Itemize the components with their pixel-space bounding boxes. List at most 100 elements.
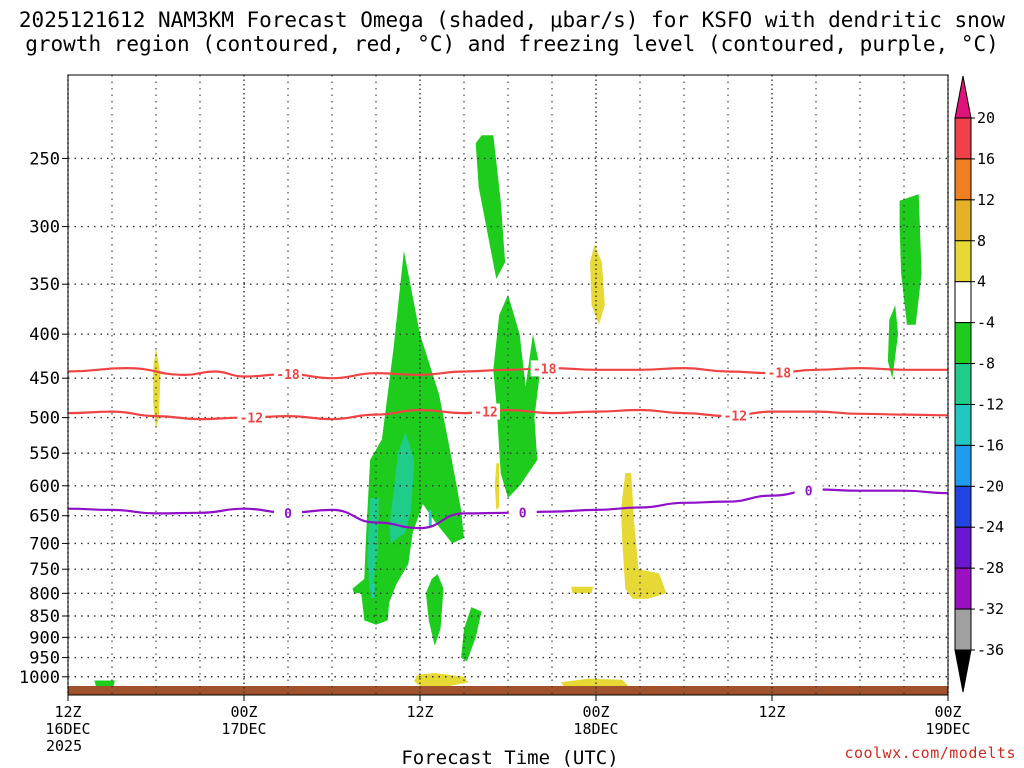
contour-line--12C — [67, 408, 949, 421]
colorbar-label-12: -32 — [977, 600, 1004, 618]
colorbar-bin-12-16 — [954, 158, 972, 201]
y-tick-label-800: 800 — [29, 584, 60, 604]
contour-lines: -18 -18 -18 -12 -12 -12 0 0 0 — [67, 360, 949, 530]
colorbar-over-arrow — [954, 75, 972, 119]
colorbar-label-0: 20 — [977, 109, 995, 127]
colorbar-label-2: 12 — [977, 191, 995, 209]
omega-region-yellow-upper — [590, 244, 605, 325]
x-tick-label-48-line1: 12Z — [758, 703, 785, 721]
contour-label-bg--12C-0 — [237, 409, 266, 426]
colorbar-bin-4-8 — [954, 240, 972, 283]
x-tick-label-0-line1: 12Z — [54, 703, 81, 721]
y-axis-ticks: 2503003504004505005506006507007508008509… — [19, 149, 68, 688]
colorbar-label-9: -20 — [977, 477, 1004, 495]
contour-label--18C-1: -18 — [533, 362, 557, 377]
contour-label-bg-0C-2 — [794, 482, 823, 499]
x-axis-label: Forecast Time (UTC) — [401, 747, 618, 768]
colorbar-label-11: -28 — [977, 559, 1004, 577]
contour-label-0C-2: 0 — [805, 485, 813, 500]
omega-region-green-middle — [493, 294, 541, 498]
colorbar-bin--8--4 — [954, 322, 972, 365]
x-tick-label-12-line2: 17DEC — [221, 720, 266, 738]
x-tick-label-60-line2: 19DEC — [925, 720, 970, 738]
colorbar-bin--16--12 — [954, 403, 972, 446]
x-tick-label-0-line3: 2025 — [46, 737, 82, 755]
contour-label-bg--12C-1 — [472, 403, 500, 420]
contour-label-bg--18C-2 — [765, 364, 794, 381]
omega-region-green-low-2 — [461, 607, 482, 662]
colorbar-bin-16-20 — [954, 117, 972, 160]
x-tick-label-24-line1: 12Z — [406, 703, 433, 721]
omega-region-green-top-center — [475, 135, 506, 279]
plot-frame — [67, 74, 949, 696]
colorbar-bin-8-12 — [954, 199, 972, 242]
colorbar-bin--32--28 — [954, 567, 972, 610]
y-tick-label-850: 850 — [29, 607, 60, 627]
omega-region-yellow-thin — [494, 463, 500, 510]
x-tick-label-12-line1: 00Z — [230, 703, 257, 721]
chart-title-line1: 2025121612 NAM3KM Forecast Omega (shaded… — [18, 8, 1006, 32]
contour-label--12C-0: -12 — [240, 411, 263, 426]
omega-region-yellow-right — [620, 473, 667, 599]
colorbar-label-8: -16 — [977, 436, 1004, 454]
colorbar-bin--4-4 — [954, 281, 972, 324]
omega-region-green-right-lower — [887, 305, 899, 379]
y-tick-label-900: 900 — [29, 628, 60, 648]
credit-url[interactable]: coolwx.com/modelts — [844, 744, 1016, 762]
contour-label--12C-2: -12 — [724, 409, 747, 424]
y-tick-label-600: 600 — [29, 477, 60, 497]
colorbar-label-4: 4 — [977, 273, 986, 291]
colorbar-bin--36--32 — [954, 608, 972, 651]
omega-region-yellow-surface-2 — [560, 678, 629, 686]
y-tick-label-300: 300 — [29, 218, 60, 238]
y-tick-label-500: 500 — [29, 409, 60, 429]
colorbar-bin--20--16 — [954, 444, 972, 487]
colorbar-label-7: -12 — [977, 395, 1004, 413]
colorbar-bin--12--8 — [954, 363, 972, 405]
omega-region-teal-core — [389, 432, 415, 544]
contour-label--12C-1: -12 — [474, 406, 497, 421]
x-tick-label-0-line2: 16DEC — [45, 720, 90, 738]
colorbar-label-3: 8 — [977, 232, 986, 250]
contour-label-0C-0: 0 — [284, 507, 292, 522]
omega-region-yellow-left — [153, 347, 161, 429]
omega-shading — [94, 135, 922, 686]
omega-region-green-big-left — [352, 250, 464, 625]
contour-label-bg--12C-2 — [721, 407, 750, 424]
omega-region-green-low-1 — [425, 574, 444, 646]
y-tick-label-550: 550 — [29, 444, 60, 464]
omega-region-green-right-upper — [899, 194, 922, 325]
y-tick-label-450: 450 — [29, 369, 60, 389]
x-tick-label-36-line2: 18DEC — [573, 720, 618, 738]
y-tick-label-700: 700 — [29, 534, 60, 554]
omega-region-green-surface — [94, 680, 115, 686]
contour-line--18C — [67, 366, 948, 380]
y-tick-label-650: 650 — [29, 507, 60, 527]
y-tick-label-250: 250 — [29, 149, 60, 169]
chart-title-line2: growth region (contoured, red, °C) and f… — [25, 32, 999, 56]
y-tick-label-950: 950 — [29, 649, 60, 669]
omega-region-cyan-spot-1 — [371, 583, 375, 598]
y-tick-label-750: 750 — [29, 560, 60, 580]
contour-label-bg-0C-1 — [508, 504, 537, 521]
colorbar-bin--28--24 — [954, 526, 972, 569]
terrain-ground — [68, 685, 948, 695]
contour-label-bg--18C-1 — [530, 360, 559, 377]
y-tick-label-1000: 1000 — [19, 668, 60, 688]
contour-label-bg--18C-0 — [274, 366, 302, 383]
contour-label-bg-0C-0 — [274, 504, 302, 521]
colorbar-under-arrow — [954, 649, 972, 693]
omega-region-cyan-spot-2 — [428, 509, 432, 527]
contour-label-0C-1: 0 — [519, 506, 527, 521]
omega-region-yellow-small — [571, 586, 594, 594]
contour-label--18C-0: -18 — [276, 368, 300, 383]
x-tick-label-60-line1: 00Z — [934, 703, 961, 721]
colorbar-label-10: -24 — [977, 518, 1004, 536]
contour-label--18C-2: -18 — [768, 367, 792, 382]
colorbar-label-5: -4 — [977, 314, 995, 332]
omega-region-yellow-surface-1 — [414, 673, 469, 686]
colorbar-label-1: 16 — [977, 150, 995, 168]
y-tick-label-350: 350 — [29, 275, 60, 295]
